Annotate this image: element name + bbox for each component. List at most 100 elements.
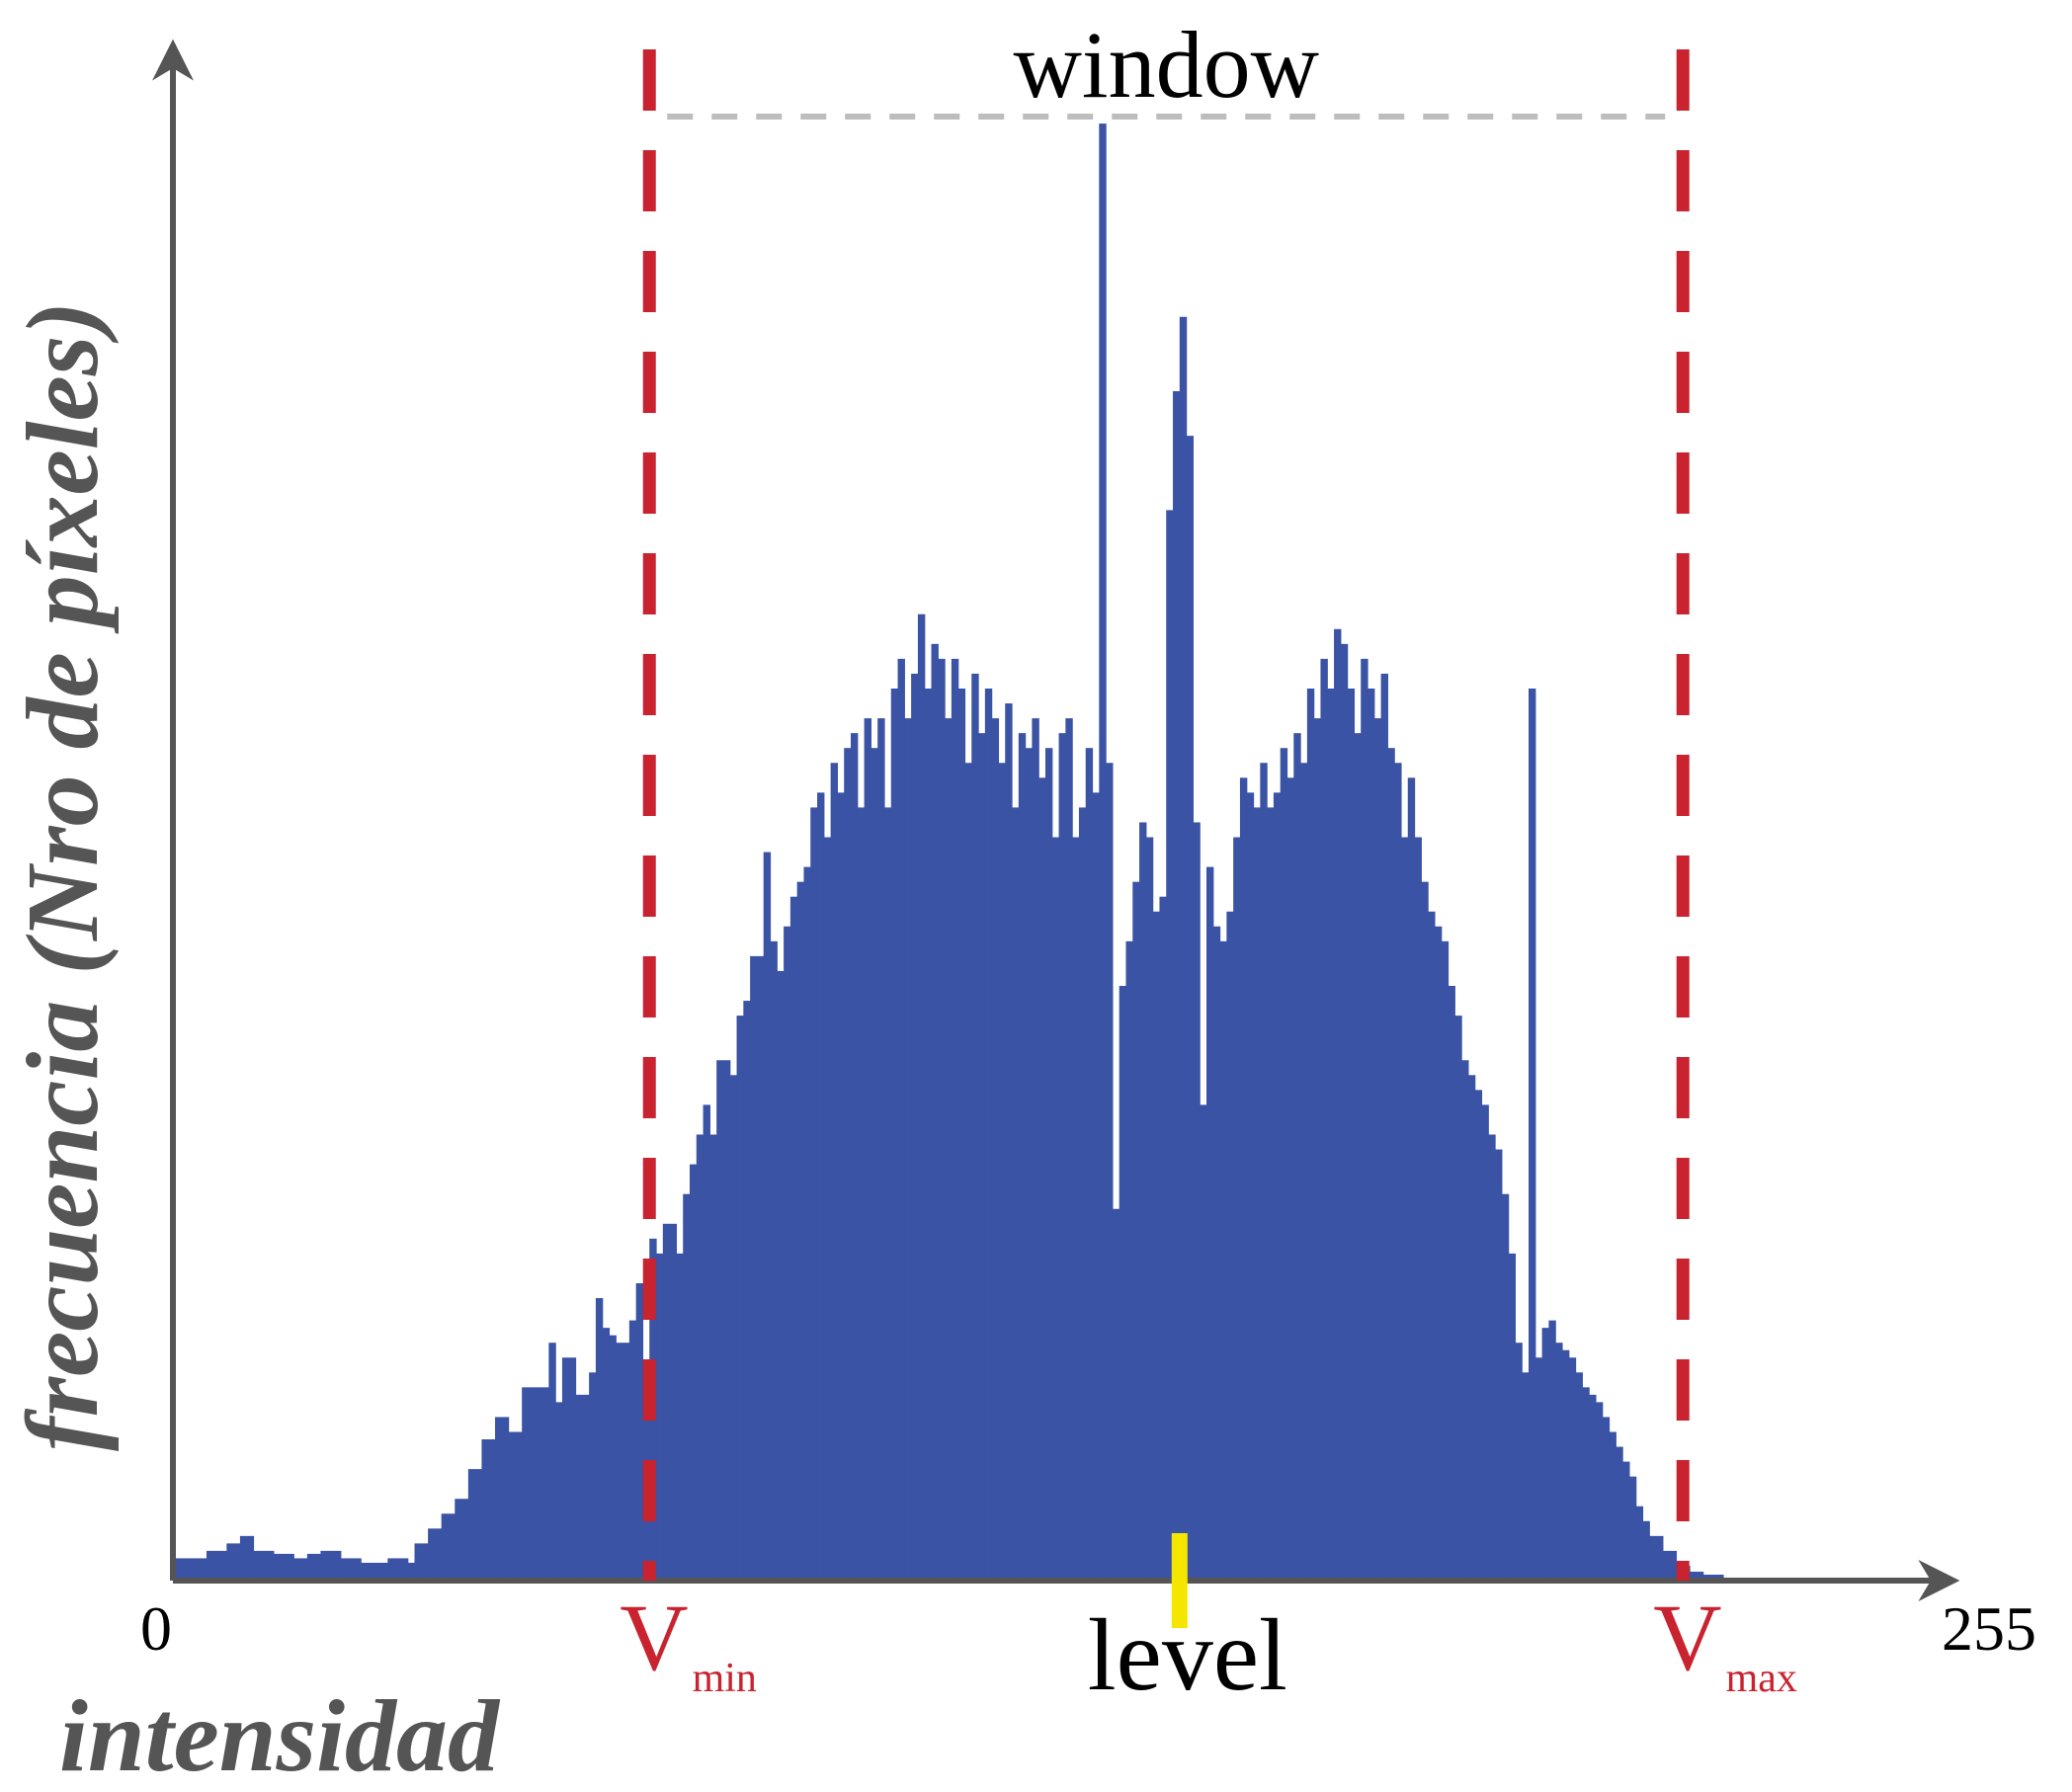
histogram-bar: [1293, 733, 1301, 1581]
histogram-bar: [1428, 911, 1436, 1581]
histogram-bar: [696, 1134, 704, 1581]
histogram-bar: [1400, 837, 1409, 1581]
histogram-bar: [703, 1104, 710, 1581]
histogram-bar: [1609, 1431, 1616, 1581]
histogram-bar: [239, 1535, 255, 1581]
histogram-bar: [1306, 689, 1315, 1581]
histogram-bar: [1099, 123, 1107, 1582]
histogram-bar: [984, 689, 993, 1581]
histogram-bar: [1051, 837, 1060, 1581]
histogram-bar: [1032, 718, 1039, 1581]
histogram-bar: [676, 1253, 684, 1581]
histogram-bar: [1085, 748, 1094, 1581]
histogram-bar: [1159, 896, 1167, 1581]
histogram-bar: [1495, 1149, 1503, 1581]
histogram-bar: [1441, 940, 1450, 1581]
histogram-bar: [1373, 718, 1382, 1581]
histogram-bar: [931, 643, 939, 1581]
histogram-bar: [1642, 1520, 1650, 1581]
histogram-bar: [1018, 733, 1027, 1581]
histogram-bar: [1582, 1387, 1590, 1581]
histogram-bar: [595, 1298, 604, 1581]
histogram-bar: [1434, 926, 1443, 1581]
histogram-bar: [1454, 1016, 1462, 1581]
histogram-bar: [548, 1343, 556, 1581]
histogram-bar: [1589, 1394, 1597, 1581]
histogram-bar: [428, 1528, 443, 1581]
histogram-bar: [602, 1328, 611, 1581]
histogram-bar: [1273, 792, 1282, 1581]
histogram-bar: [991, 718, 1000, 1581]
histogram-bar: [810, 807, 818, 1581]
histogram-bar: [522, 1387, 537, 1581]
histogram-bar: [1354, 733, 1362, 1581]
histogram-bar: [964, 763, 972, 1581]
histogram-bar: [1394, 763, 1402, 1581]
histogram-bar: [870, 748, 878, 1581]
histogram-bar: [1267, 807, 1275, 1581]
histogram-bar: [1414, 837, 1422, 1581]
histogram-bar: [1649, 1535, 1664, 1581]
histogram-bar: [387, 1558, 409, 1581]
histogram-bar: [1327, 689, 1335, 1581]
histogram-bar: [1112, 1208, 1120, 1581]
histogram-bar: [1616, 1446, 1623, 1581]
histogram-bar: [789, 896, 798, 1581]
histogram-bar: [1226, 911, 1234, 1581]
histogram-bar: [743, 1001, 751, 1581]
histogram-bar: [589, 1372, 597, 1581]
histogram-bar: [883, 807, 892, 1581]
histogram-bar: [1347, 689, 1356, 1581]
histogram-bar: [1635, 1506, 1644, 1581]
histogram-bar: [971, 673, 979, 1581]
histogram-bar: [1025, 748, 1033, 1581]
histogram-bar: [1628, 1476, 1637, 1581]
histogram-bar: [998, 763, 1006, 1581]
histogram-bar: [1106, 763, 1114, 1581]
histogram-bar: [1233, 837, 1241, 1581]
vmin-label-subscript: min: [693, 1656, 757, 1701]
histogram-bar: [535, 1387, 549, 1581]
histogram-bar: [1313, 718, 1322, 1581]
histogram-bar: [293, 1558, 308, 1581]
histogram-bar: [830, 763, 839, 1581]
histogram-bar: [1092, 792, 1100, 1581]
histogram-bar: [1119, 986, 1127, 1581]
histogram-bar: [253, 1550, 275, 1581]
histogram-bar: [1662, 1550, 1678, 1581]
histogram-bar: [1555, 1343, 1563, 1581]
histogram-bar: [1534, 1357, 1543, 1581]
histogram-bar: [803, 866, 811, 1581]
y-axis-label: frecuencia (Nro de píxeles): [6, 301, 120, 1451]
histogram-bar: [750, 955, 758, 1581]
histogram-bar: [709, 1134, 717, 1581]
histogram-bar: [1515, 1343, 1523, 1581]
histogram-bar: [770, 940, 778, 1581]
histogram-bar: [407, 1562, 416, 1581]
histogram-bar: [1193, 822, 1201, 1581]
histogram-bar: [414, 1543, 429, 1581]
histogram-bar: [763, 852, 772, 1581]
histogram-bar: [1260, 763, 1268, 1581]
histogram-bar: [851, 733, 859, 1581]
histogram-bar: [206, 1550, 227, 1581]
histogram-bar: [924, 689, 933, 1581]
histogram-bar: [1145, 837, 1154, 1581]
vmin-label: Vmin: [620, 1585, 757, 1701]
histogram-bar: [911, 673, 919, 1581]
histogram-bar: [1205, 866, 1214, 1581]
histogram-bar: [1286, 777, 1294, 1581]
histogram-bar: [1387, 748, 1395, 1581]
histogram-bar: [890, 689, 899, 1581]
histogram-bar: [575, 1394, 590, 1581]
histogram-bar: [481, 1439, 496, 1581]
histogram-bar: [1065, 718, 1073, 1581]
histogram-bar: [508, 1431, 523, 1581]
histogram-bar: [1139, 822, 1147, 1581]
histogram-bar: [823, 837, 832, 1581]
histogram-bar: [796, 881, 805, 1581]
histogram-bar: [1522, 1372, 1530, 1581]
histogram-bar: [361, 1562, 375, 1581]
histogram-bar: [1173, 391, 1181, 1581]
histogram-bar: [1448, 986, 1455, 1581]
